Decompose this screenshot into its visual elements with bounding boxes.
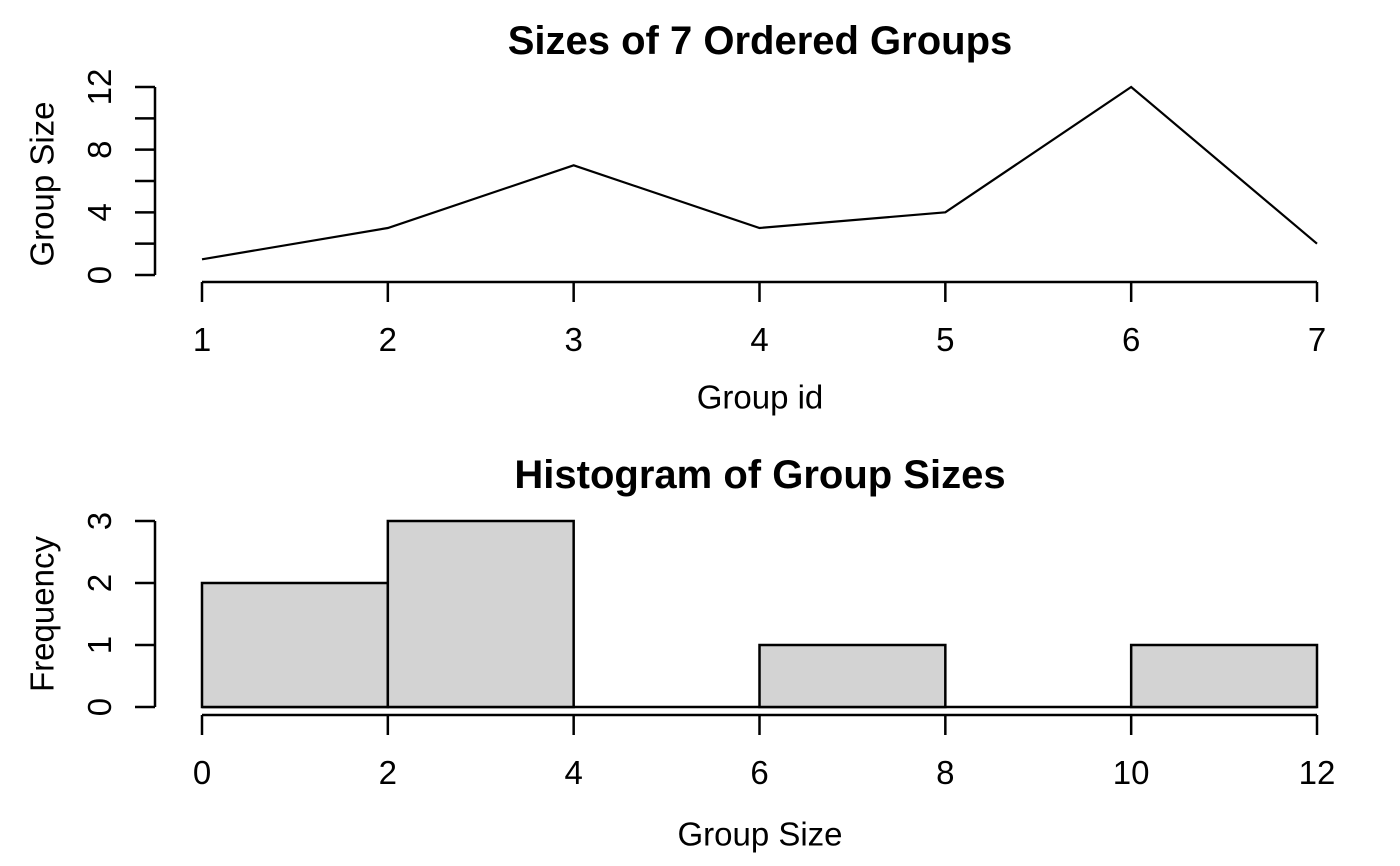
histogram-x-tick-label: 12 xyxy=(1299,754,1336,791)
histogram-bar xyxy=(1129,643,1319,709)
histogram-x-tick-label: 6 xyxy=(750,754,768,791)
histogram-y-tick-label: 2 xyxy=(81,574,118,592)
line-plot-y-tick-label: 0 xyxy=(81,266,118,284)
histogram-bar xyxy=(758,643,947,709)
group-sizes-line xyxy=(201,85,1318,261)
histogram-bar xyxy=(200,581,390,709)
histogram-x-axis-label: Group Size xyxy=(677,815,843,853)
line-plot-y-tick-label: 12 xyxy=(81,69,118,106)
line-plot-x-tick-label: 2 xyxy=(379,321,397,358)
line-plot-x-tick-label: 3 xyxy=(564,321,582,358)
histogram-bar xyxy=(386,519,575,709)
histogram-x-tick-label: 8 xyxy=(936,754,954,791)
line-plot-x-tick-label: 6 xyxy=(1122,321,1140,358)
line-plot-x-axis-label: Group id xyxy=(696,378,824,416)
line-plot-x-tick-label: 4 xyxy=(750,321,768,358)
histogram-y-tick-label: 1 xyxy=(81,636,118,654)
line-plot-y-tick-label: 4 xyxy=(81,203,118,221)
histogram-y-tick-label: 3 xyxy=(81,512,118,530)
histogram-x-tick-label: 2 xyxy=(379,754,397,791)
histogram-x-tick-label: 0 xyxy=(193,754,211,791)
line-plot-title: Sizes of 7 Ordered Groups xyxy=(507,19,1013,63)
line-plot-y-tick-label: 8 xyxy=(81,140,118,158)
histogram-x-tick-label: 4 xyxy=(564,754,582,791)
histogram-y-axis-label: Frequency xyxy=(23,536,61,692)
line-plot-x-tick-label: 5 xyxy=(936,321,954,358)
line-plot-x-tick-label: 1 xyxy=(193,321,211,358)
line-plot-x-tick-label: 7 xyxy=(1308,321,1326,358)
histogram-x-tick-label: 10 xyxy=(1113,754,1150,791)
line-plot-y-axis-label: Group Size xyxy=(23,101,61,267)
histogram-y-tick-label: 0 xyxy=(81,698,118,716)
histogram-title: Histogram of Group Sizes xyxy=(514,453,1006,497)
